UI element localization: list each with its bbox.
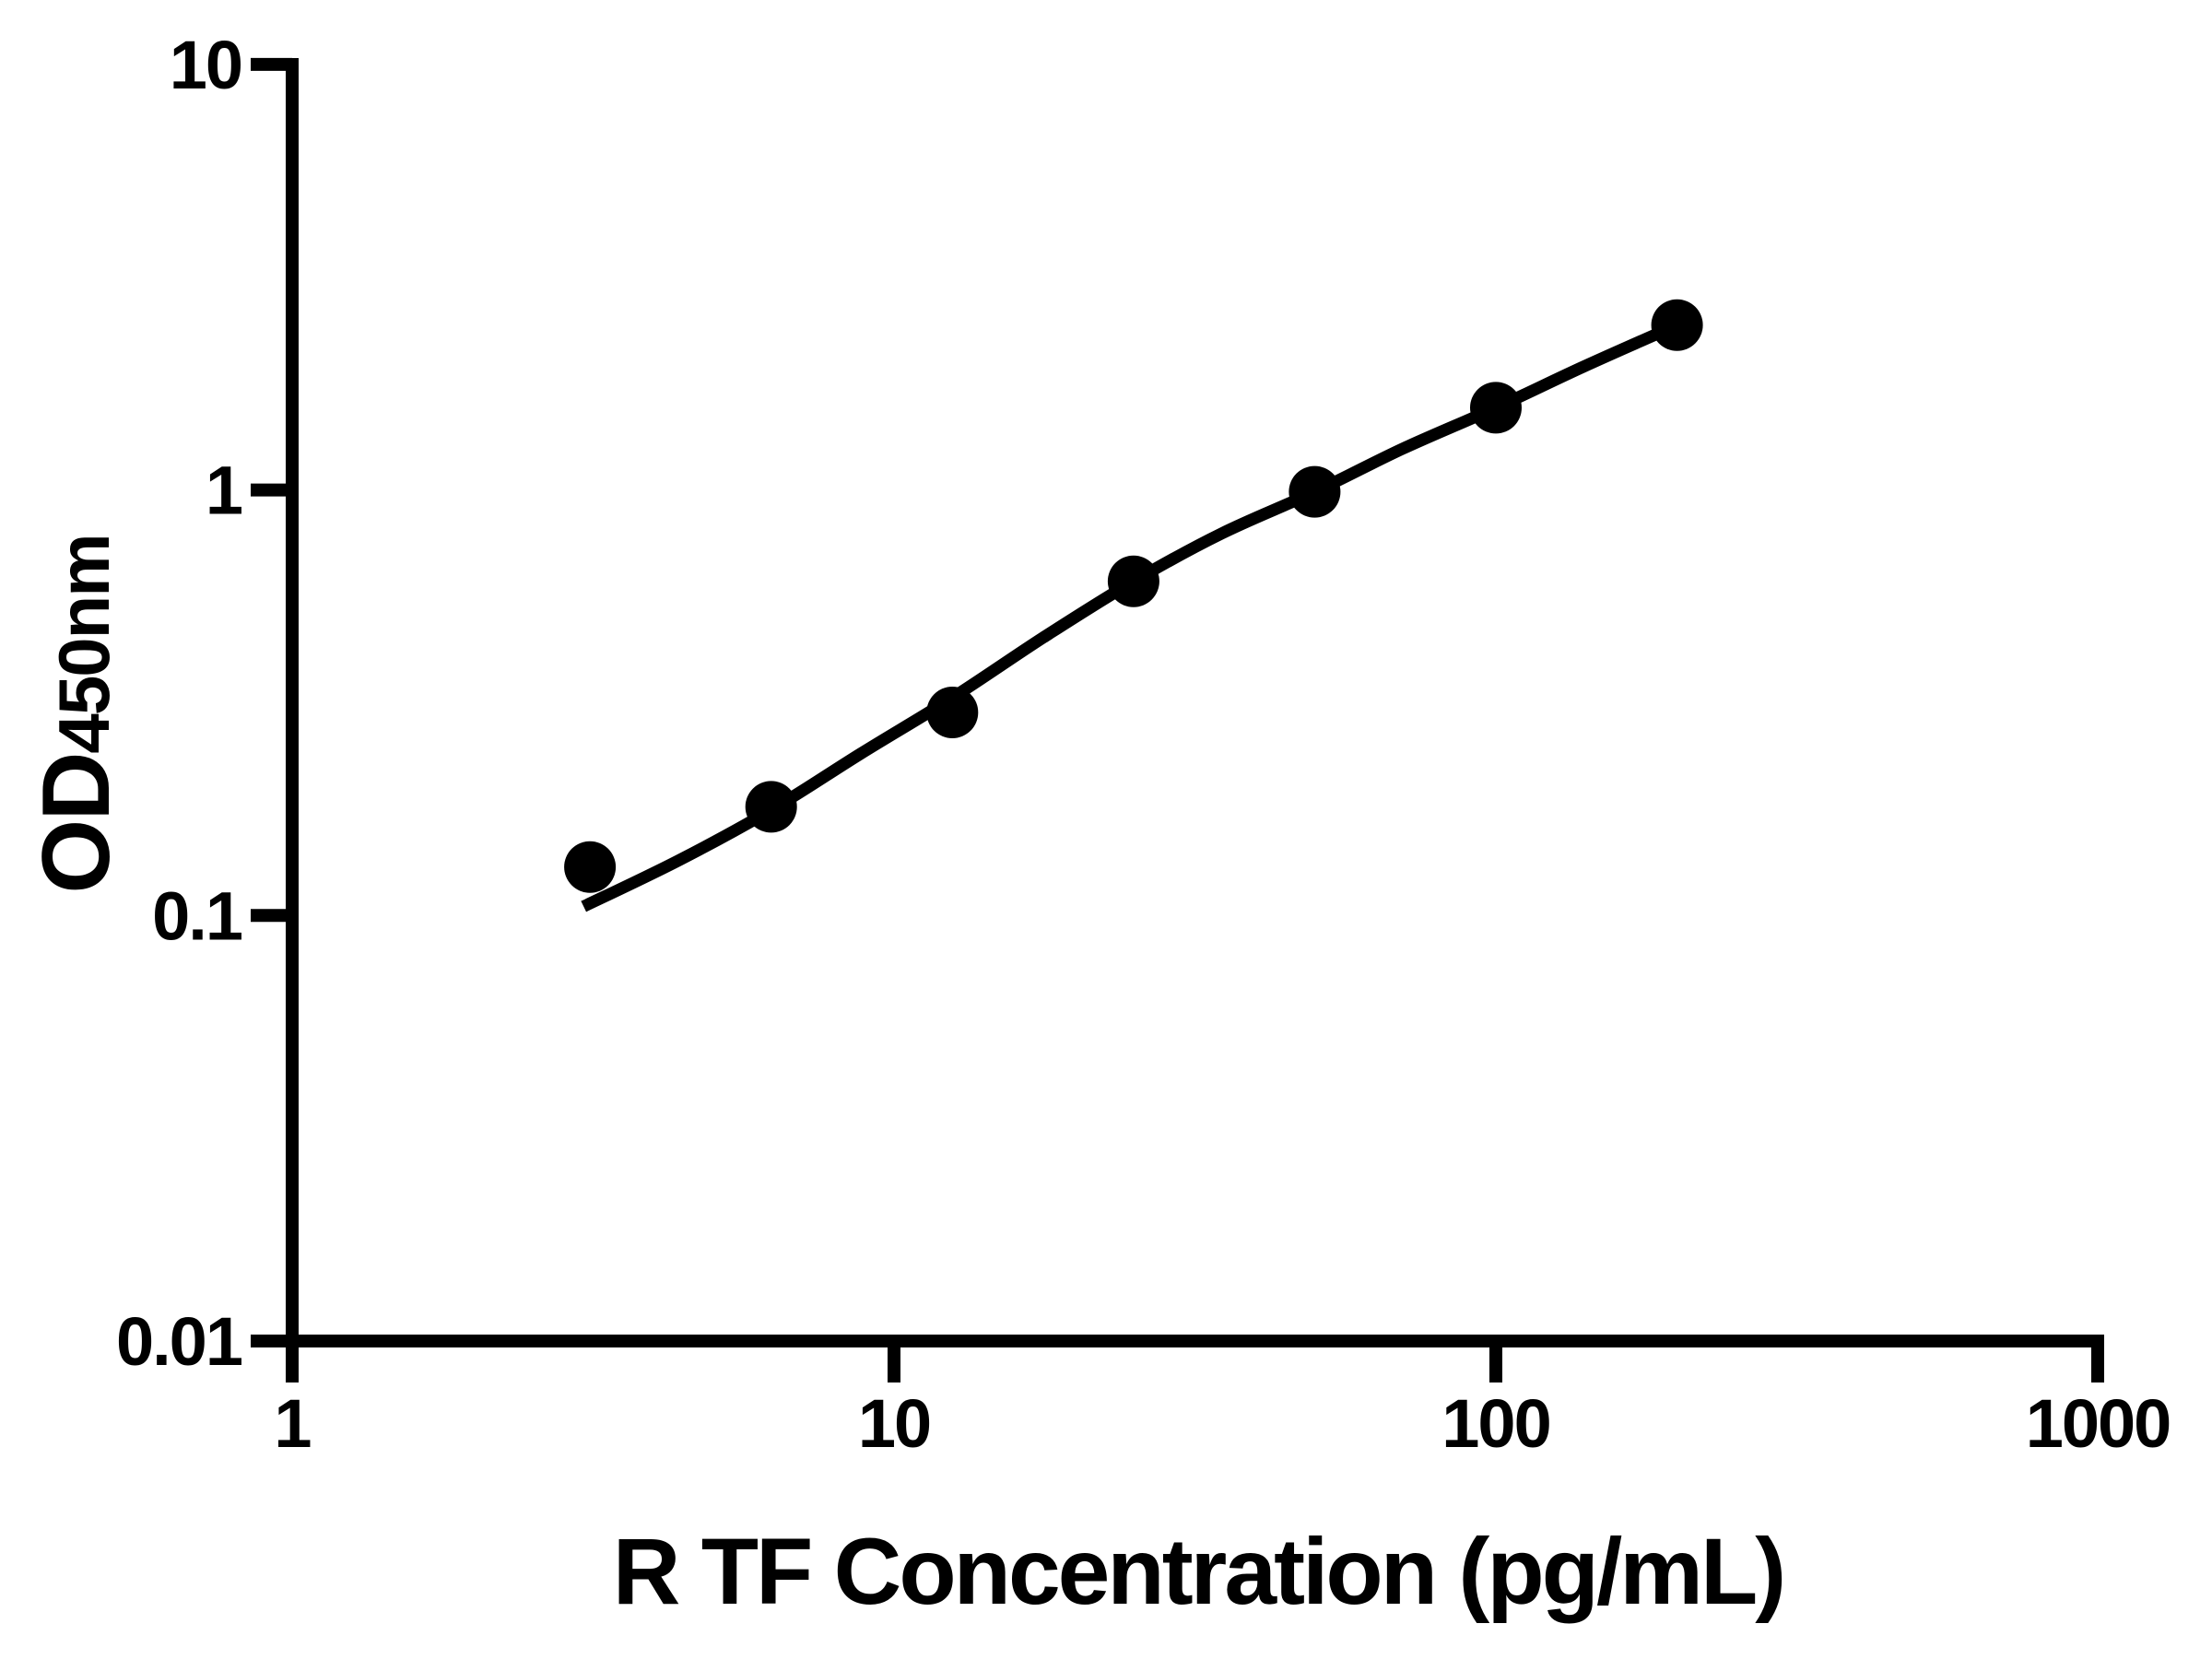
data-point-marker — [1107, 555, 1159, 607]
y-tick-label: 1 — [206, 453, 242, 529]
data-point-marker — [745, 781, 797, 833]
x-tick-label: 10 — [858, 1385, 930, 1462]
y-tick-label: 0.1 — [152, 877, 242, 954]
data-point-marker — [564, 841, 617, 893]
y-tick-label: 0.01 — [116, 1303, 242, 1380]
axes: 1 10 100 1000 10 1 0.1 0.01 — [116, 27, 2171, 1462]
data-point-marker — [1288, 465, 1341, 518]
y-axis-title: OD450nm — [23, 535, 130, 893]
data-point-marker — [926, 687, 979, 738]
data-point-marker — [1651, 299, 1703, 351]
x-tick-label: 100 — [1441, 1385, 1549, 1462]
x-tick-label: 1 — [274, 1385, 311, 1462]
x-tick-label: 1000 — [2026, 1385, 2171, 1462]
y-tick-label: 10 — [170, 27, 241, 103]
y-axis-title-subscript: 450nm — [43, 535, 124, 753]
x-axis-title: R TF Concentration (pg/mL) — [613, 1519, 1784, 1624]
y-axis-title-main: OD — [23, 754, 130, 894]
data-point-marker — [1470, 382, 1522, 434]
data-points — [564, 299, 1703, 893]
